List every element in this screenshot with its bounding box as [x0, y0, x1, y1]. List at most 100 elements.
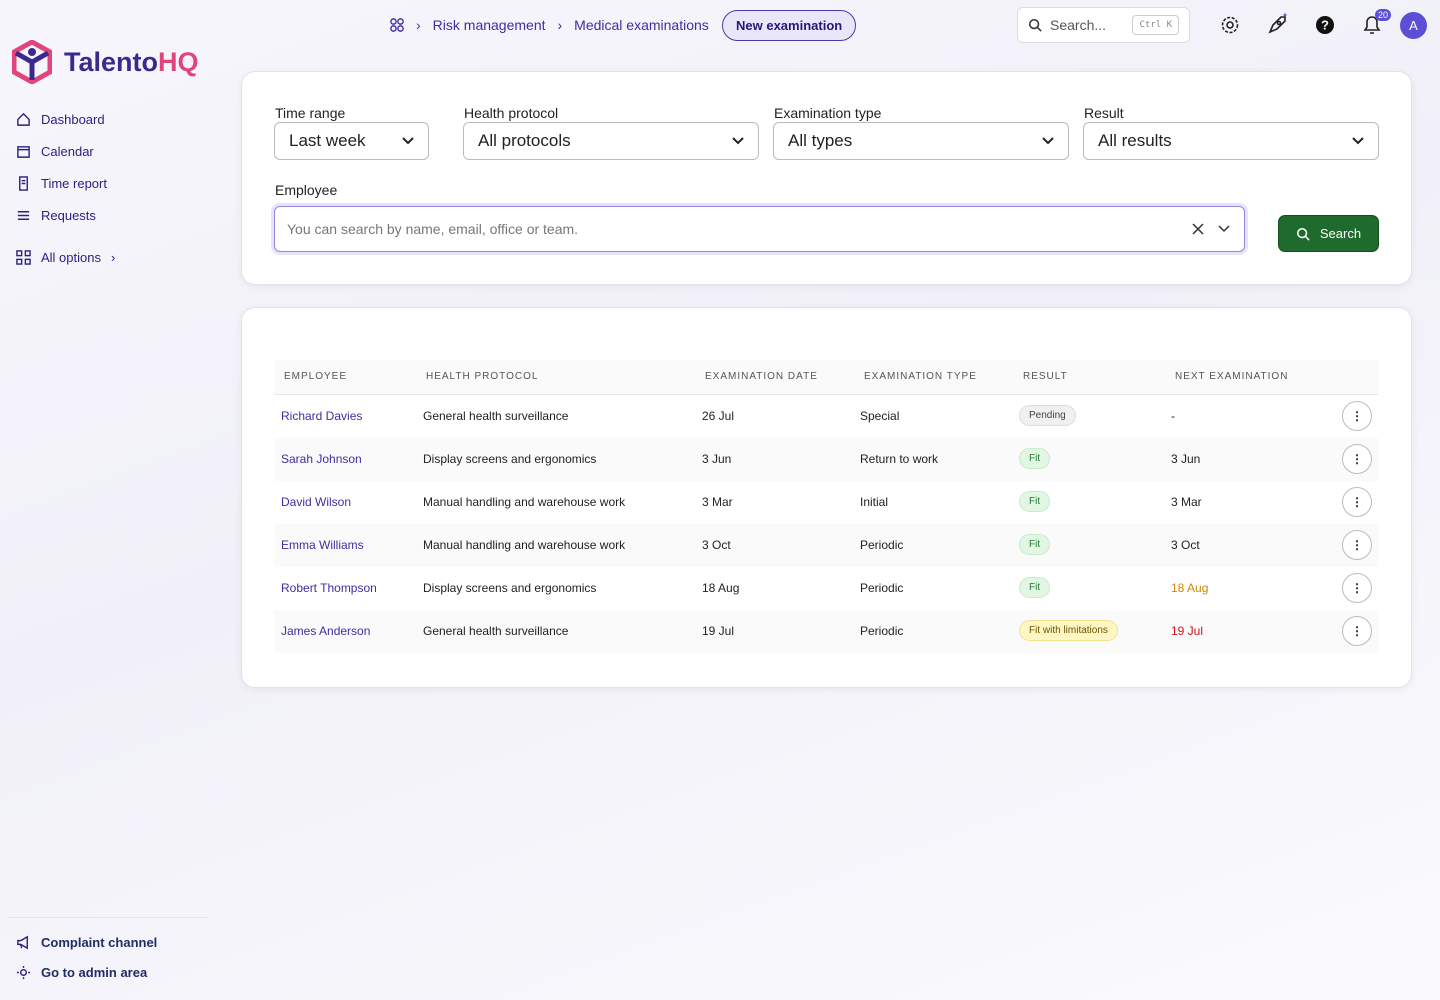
column-header: NEXT EXAMINATION [1175, 371, 1289, 382]
result-badge: Fit [1019, 491, 1051, 512]
chevron [1042, 137, 1054, 145]
result-badge: Fit [1019, 577, 1051, 598]
nav-item[interactable]: Time report [16, 176, 107, 191]
select-value: All types [788, 131, 853, 150]
employee-link[interactable]: Richard Davies [281, 409, 363, 423]
nav-item[interactable]: Dashboard [16, 112, 105, 127]
avatar[interactable]: A [1400, 12, 1427, 39]
footer-nav-item[interactable]: Go to admin area [16, 965, 147, 980]
row-actions[interactable]: ⋮ [1342, 401, 1372, 431]
row-actions[interactable]: ⋮ [1342, 573, 1372, 603]
employee-link[interactable]: Emma Williams [281, 538, 364, 552]
field-label: Employee [275, 182, 338, 198]
nav-label: Requests [41, 208, 96, 223]
employee-link[interactable]: James Anderson [281, 624, 371, 638]
next-examination: 3 Jun [1171, 452, 1201, 466]
button-label: Search [1319, 226, 1362, 241]
nav-label: Dashboard [41, 112, 105, 127]
help-icon[interactable]: ? [1315, 15, 1335, 35]
select-value: All results [1098, 131, 1172, 150]
table-row [274, 567, 1378, 610]
table-cell: Manual handling and warehouse work [423, 538, 626, 552]
table-cell: 19 Jul [702, 624, 735, 638]
global-search[interactable]: Search... Ctrl K [1017, 7, 1190, 43]
next-examination: 18 Aug [1171, 581, 1209, 595]
chevron [732, 137, 744, 145]
notifications-icon[interactable] [1361, 13, 1383, 37]
table-cell: Initial [860, 495, 889, 509]
result-badge: Fit with limitations [1019, 620, 1118, 641]
next-examination: - [1171, 409, 1175, 423]
table-cell: 3 Oct [702, 538, 731, 552]
settings-icon[interactable] [1220, 15, 1240, 35]
nav-icon [17, 211, 30, 220]
row-actions[interactable]: ⋮ [1342, 487, 1372, 517]
input-controls[interactable] [1192, 222, 1232, 236]
table-cell: Manual handling and warehouse work [423, 495, 626, 509]
table-header [274, 360, 1378, 395]
field-label: Time range [275, 105, 346, 121]
nav-label: Go to admin area [41, 965, 148, 980]
input-placeholder: You can search by name, email, office or… [287, 221, 579, 237]
brand-name: Talento [64, 46, 158, 77]
row-actions[interactable]: ⋮ [1342, 616, 1372, 646]
column-header: HEALTH PROTOCOL [426, 371, 539, 382]
nav-label: All options [41, 250, 101, 265]
employee-input[interactable]: You can search by name, email, office or… [274, 206, 1245, 252]
brand-accent: HQ [158, 46, 199, 77]
separator: › [557, 17, 563, 33]
table-cell: 26 Jul [702, 409, 735, 423]
shortcut: Ctrl K [1132, 15, 1179, 35]
column-header: RESULT [1023, 371, 1068, 382]
select[interactable]: All protocols [463, 122, 759, 160]
table-cell: Display screens and ergonomics [423, 581, 597, 595]
table-cell: 3 Mar [702, 495, 733, 509]
svg-text:?: ? [1321, 18, 1329, 33]
table-cell: 18 Aug [702, 581, 740, 595]
nav-item[interactable]: Calendar [16, 144, 94, 159]
breadcrumb[interactable]: Risk management [432, 17, 546, 33]
table-cell: Return to work [860, 452, 939, 466]
nav-icon [17, 146, 30, 158]
divider [8, 917, 208, 918]
employee-link[interactable]: Sarah Johnson [281, 452, 362, 466]
table-cell: Special [860, 409, 900, 423]
column-header: EXAMINATION TYPE [864, 371, 977, 382]
nav-icon [17, 112, 30, 126]
select-value: Last week [289, 131, 366, 150]
select[interactable]: All results [1083, 122, 1379, 160]
field-label: Health protocol [464, 105, 559, 121]
nav-item[interactable]: Requests [16, 208, 96, 223]
search-icon [1296, 227, 1310, 241]
employee-link[interactable]: David Wilson [281, 495, 352, 509]
field-label: Result [1084, 105, 1124, 121]
table-cell: Periodic [860, 538, 904, 552]
table-cell: 3 Jun [702, 452, 732, 466]
table-cell: Display screens and ergonomics [423, 452, 597, 466]
select[interactable]: Last week [274, 122, 429, 160]
all-options[interactable]: All options › [16, 250, 115, 265]
select[interactable]: All types [773, 122, 1069, 160]
nav-icon [19, 176, 28, 191]
row-actions[interactable]: ⋮ [1342, 530, 1372, 560]
breadcrumb[interactable]: Medical examinations [574, 17, 709, 33]
nav-label: Calendar [41, 144, 94, 159]
breadcrumbs: › Risk management › Medical examinations [390, 10, 709, 40]
filters-card [241, 71, 1412, 285]
nav-icon [17, 935, 28, 950]
table-cell: General health surveillance [423, 624, 569, 638]
result-badge: Fit [1019, 534, 1051, 555]
footer-nav-item[interactable]: Complaint channel [16, 935, 157, 950]
table-row [274, 481, 1378, 524]
row-actions[interactable]: ⋮ [1342, 444, 1372, 474]
next-examination: 19 Jul [1171, 624, 1204, 638]
column-header: EXAMINATION DATE [705, 371, 818, 382]
table-row [274, 524, 1378, 567]
new-examination-button[interactable]: New examination [722, 10, 857, 41]
employee-link[interactable]: Robert Thompson [281, 581, 377, 595]
launch-icon[interactable] [1265, 13, 1289, 37]
brand: TalentoHQ [12, 40, 199, 84]
search-button[interactable]: Search [1278, 215, 1379, 252]
notification-badge: 20 [1375, 9, 1392, 21]
